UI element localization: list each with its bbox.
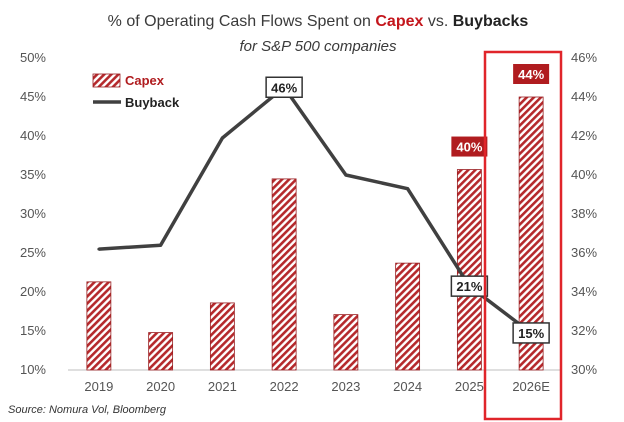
- x-tick-label: 2022: [270, 379, 299, 394]
- title-capex: Capex: [375, 13, 423, 30]
- left-tick-label: 25%: [20, 245, 46, 260]
- highlight-box: [483, 50, 563, 421]
- left-tick-label: 30%: [20, 206, 46, 221]
- buyback-point: [97, 247, 101, 251]
- buyback-line: [98, 85, 533, 335]
- right-tick-label: 42%: [571, 128, 597, 143]
- left-tick-label: 50%: [20, 50, 46, 65]
- data-label-box: [513, 64, 550, 84]
- title-prefix: % of Operating Cash Flows Spent on: [108, 13, 376, 30]
- buyback-point: [344, 173, 348, 177]
- x-axis-labels: 2019 2020 2021 2022 2023 2024 2025 2026E: [84, 379, 550, 394]
- x-tick-label: 2024: [393, 379, 422, 394]
- left-tick-label: 45%: [20, 89, 46, 104]
- left-axis: 10% 15% 20% 25% 30% 35% 40% 45% 50%: [20, 50, 46, 377]
- left-tick-label: 20%: [20, 284, 46, 299]
- x-tick-label: 2025: [455, 379, 484, 394]
- title-vs: vs.: [423, 13, 452, 30]
- data-label: 44%: [513, 64, 550, 84]
- legend-capex-swatch: [92, 73, 121, 88]
- data-label: 40%: [451, 136, 488, 157]
- left-tick-label: 15%: [20, 323, 46, 338]
- capex-bar: [86, 281, 112, 371]
- data-label: 46%: [265, 76, 303, 98]
- chart-subtitle: for S&P 500 companies: [239, 38, 397, 55]
- data-label-box: [512, 322, 550, 344]
- left-tick-label: 10%: [20, 362, 46, 377]
- right-tick-label: 44%: [571, 89, 597, 104]
- data-label-text: 46%: [271, 80, 297, 95]
- x-tick-label: 2023: [331, 379, 360, 394]
- left-tick-label: 35%: [20, 167, 46, 182]
- right-tick-label: 30%: [571, 362, 597, 377]
- source-note: Source: Nomura Vol, Bloomberg: [8, 404, 167, 416]
- x-tick-label: 2026E: [512, 379, 550, 394]
- right-axis: 30% 32% 34% 36% 38% 40% 42% 44% 46%: [571, 50, 597, 377]
- data-label-text: 21%: [456, 279, 482, 294]
- data-label-text: 15%: [518, 326, 544, 341]
- data-label-box: [450, 275, 489, 297]
- x-tick-label: 2020: [146, 379, 175, 394]
- data-label: 21%: [450, 275, 489, 297]
- capex-bar: [148, 332, 174, 371]
- capex-bar: [271, 178, 297, 371]
- data-label-text: 44%: [518, 67, 544, 82]
- data-label: 15%: [512, 322, 550, 344]
- title-buybacks: Buybacks: [453, 13, 529, 30]
- right-tick-label: 34%: [571, 284, 597, 299]
- x-tick-label: 2019: [84, 379, 113, 394]
- right-tick-label: 40%: [571, 167, 597, 182]
- buyback-point: [220, 136, 224, 140]
- buyback-point: [159, 243, 163, 247]
- right-tick-label: 36%: [571, 245, 597, 260]
- left-tick-label: 40%: [20, 128, 46, 143]
- capex-bar: [395, 262, 421, 371]
- annotations: 40% 44% 46% 21% 15%: [265, 64, 550, 344]
- data-label-box: [265, 76, 303, 98]
- capex-bar: [333, 314, 359, 371]
- legend: Capex Buyback: [92, 73, 180, 110]
- legend-capex-label: Capex: [125, 73, 165, 88]
- legend-buyback-label: Buyback: [125, 95, 180, 110]
- x-tick-label: 2021: [208, 379, 237, 394]
- data-label-box: [451, 136, 488, 157]
- right-tick-label: 46%: [571, 50, 597, 65]
- right-tick-label: 38%: [571, 206, 597, 221]
- capex-bar: [209, 302, 235, 371]
- buyback-point: [406, 187, 410, 191]
- right-tick-label: 32%: [571, 323, 597, 338]
- data-label-text: 40%: [456, 140, 482, 155]
- chart-title: % of Operating Cash Flows Spent on Capex…: [108, 13, 529, 30]
- capex-bars: [86, 96, 544, 371]
